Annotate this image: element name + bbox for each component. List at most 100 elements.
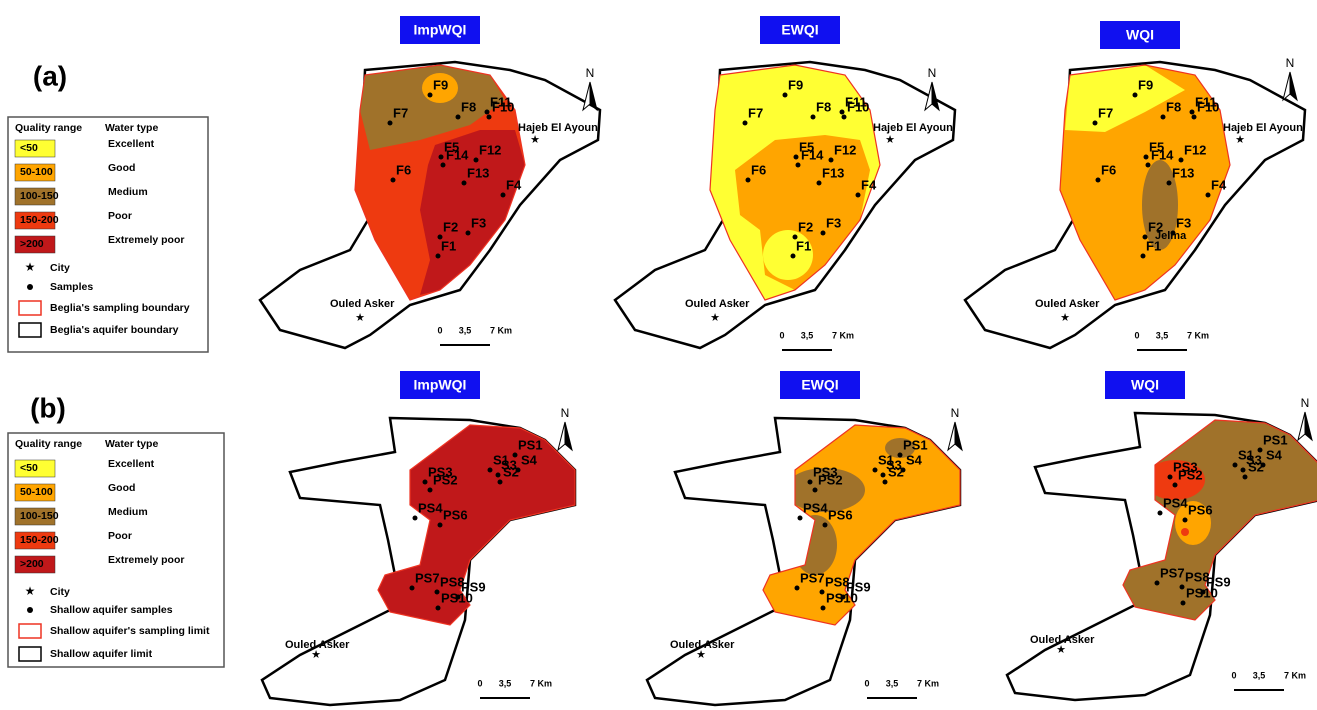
legend-header: Water type xyxy=(105,122,158,134)
city-label: Hajeb El Ayoun xyxy=(518,122,598,134)
legend-range: 150-200 xyxy=(20,214,59,226)
sample-point xyxy=(498,480,503,485)
sample-point xyxy=(1155,581,1160,586)
city-label: Ouled Asker xyxy=(330,298,395,310)
sample-label: PS1 xyxy=(518,437,543,452)
city-marker: ★ xyxy=(1060,312,1070,324)
scale-label: 7 Km xyxy=(1284,670,1306,680)
legend-type: Excellent xyxy=(108,458,155,470)
sample-label: F3 xyxy=(1176,215,1191,230)
sample-point xyxy=(1241,468,1246,473)
sample-label: PS1 xyxy=(1263,432,1288,447)
sample-point xyxy=(795,586,800,591)
legend-range: >200 xyxy=(20,558,44,570)
sample-label: F13 xyxy=(822,165,844,180)
sample-label: PS4 xyxy=(1163,495,1188,510)
sample-point xyxy=(1096,178,1101,183)
sample-point xyxy=(410,586,415,591)
sample-label: F4 xyxy=(861,177,877,192)
sample-label: PS7 xyxy=(800,570,825,585)
legend-type: Extremely poor xyxy=(108,554,184,566)
sample-point xyxy=(1233,463,1238,468)
sample-point xyxy=(821,606,826,611)
legend-range: <50 xyxy=(20,142,38,154)
north-label: N xyxy=(1301,396,1310,410)
panel-label: (a) xyxy=(33,60,67,91)
legend-type: Excellent xyxy=(108,138,155,150)
sample-point xyxy=(428,93,433,98)
sample-label: S2 xyxy=(503,464,519,479)
sample-point xyxy=(474,158,479,163)
north-arrow xyxy=(1298,412,1305,440)
sample-point xyxy=(456,115,461,120)
sample-label: F12 xyxy=(1184,142,1206,157)
sample-label: F14 xyxy=(1151,147,1174,162)
sample-label: F10 xyxy=(1197,99,1219,114)
legend-symbol-label: Shallow aquifer limit xyxy=(50,648,153,660)
scale-label: 3,5 xyxy=(1253,670,1266,680)
legend-range: >200 xyxy=(20,238,44,250)
legend-range: <50 xyxy=(20,462,38,474)
sample-point xyxy=(791,254,796,259)
city-label: Ouled Asker xyxy=(1035,298,1100,310)
legend-type: Good xyxy=(108,482,135,494)
sample-point xyxy=(439,155,444,160)
sample-label: S4 xyxy=(521,452,538,467)
legend-symbol xyxy=(19,647,41,661)
scale-label: 0 xyxy=(779,330,784,340)
scale-label: 3,5 xyxy=(499,678,512,688)
sample-point xyxy=(1173,483,1178,488)
sample-point xyxy=(1093,121,1098,126)
sample-point xyxy=(743,121,748,126)
scale-label: 7 Km xyxy=(490,325,512,335)
sample-label: S2 xyxy=(888,464,904,479)
sample-point xyxy=(1183,518,1188,523)
sample-point xyxy=(873,468,878,473)
sample-point xyxy=(1141,254,1146,259)
sample-label: PS6 xyxy=(443,507,468,522)
sample-point xyxy=(813,488,818,493)
sample-label: F6 xyxy=(1101,162,1116,177)
sample-label: F6 xyxy=(396,162,411,177)
map-title: EWQI xyxy=(781,22,818,38)
sample-point xyxy=(413,516,418,521)
sample-point xyxy=(388,121,393,126)
city-label: Ouled Asker xyxy=(285,639,350,651)
sample-point xyxy=(1180,585,1185,590)
sample-label: PS6 xyxy=(828,507,853,522)
sample-point xyxy=(1144,155,1149,160)
city-marker: ★ xyxy=(885,134,895,146)
sample-label: F2 xyxy=(443,219,458,234)
sample-point xyxy=(796,163,801,168)
sample-label: PS10 xyxy=(441,590,473,605)
sample-label: F2 xyxy=(798,219,813,234)
north-arrow xyxy=(558,422,565,450)
sample-point xyxy=(881,473,886,478)
legend-symbol xyxy=(19,323,41,337)
sample-label: PS7 xyxy=(415,570,440,585)
city-marker: ★ xyxy=(710,312,720,324)
legend-type: Poor xyxy=(108,210,132,222)
scale-label: 3,5 xyxy=(459,325,472,335)
city-marker: ★ xyxy=(355,312,365,324)
legend-symbol xyxy=(19,301,41,315)
sample-label: F14 xyxy=(801,147,824,162)
sample-point xyxy=(821,231,826,236)
city-label: Ouled Asker xyxy=(670,639,735,651)
north-arrow xyxy=(1283,72,1290,100)
legend-range: 100-150 xyxy=(20,510,59,522)
sample-label: PS10 xyxy=(826,590,858,605)
sample-point xyxy=(1158,511,1163,516)
city-marker: ★ xyxy=(530,134,540,146)
city-marker: ★ xyxy=(1235,134,1245,146)
sample-label: F4 xyxy=(1211,177,1227,192)
sample-point xyxy=(1146,163,1151,168)
scale-label: 0 xyxy=(437,325,442,335)
sample-point xyxy=(436,606,441,611)
legend-symbol-label: City xyxy=(50,262,70,274)
legend-range: 100-150 xyxy=(20,190,59,202)
city-label: Jelma xyxy=(1155,230,1187,242)
city-label: Ouled Asker xyxy=(685,298,750,310)
sample-point xyxy=(423,480,428,485)
sample-label: F12 xyxy=(834,142,856,157)
